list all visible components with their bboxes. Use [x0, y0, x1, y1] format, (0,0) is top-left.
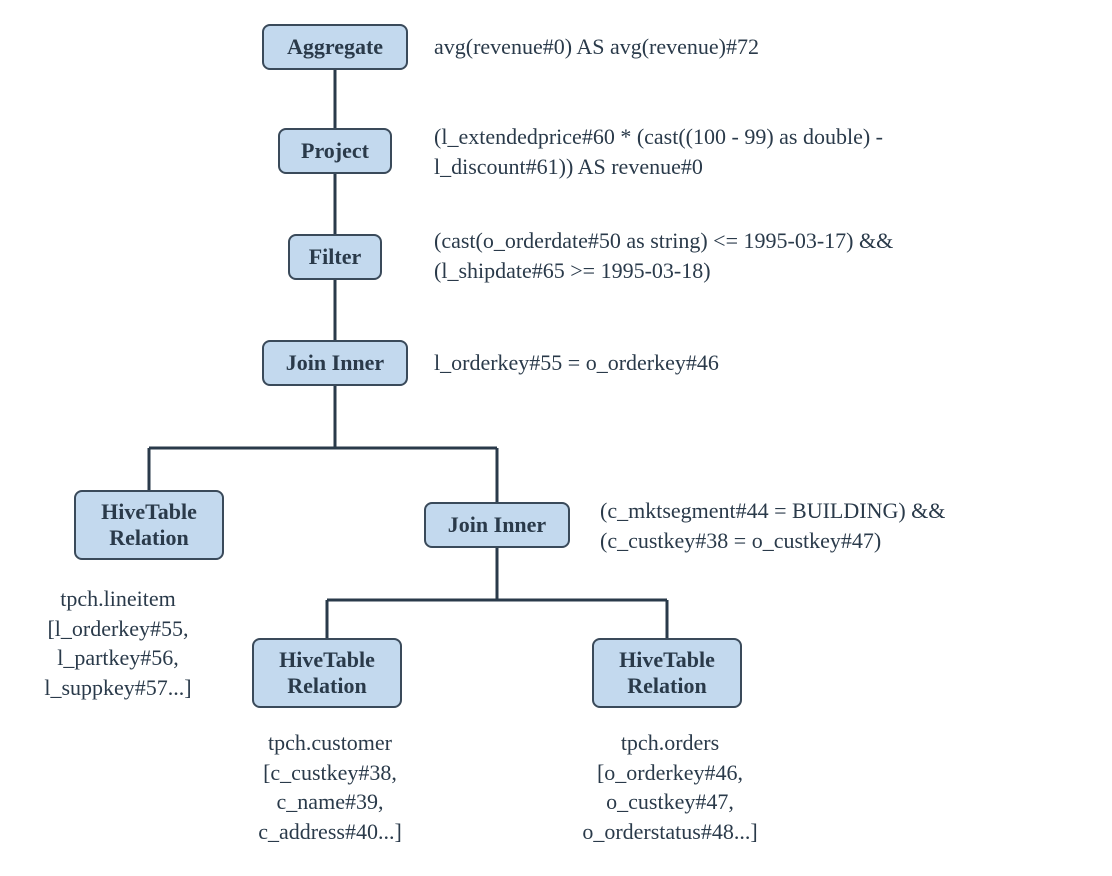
annot-project: (l_extendedprice#60 * (cast((100 - 99) a…	[434, 122, 883, 181]
node-label: Join Inner	[286, 350, 384, 376]
node-hivetable-customer: HiveTable Relation	[252, 638, 402, 708]
node-label: Join Inner	[448, 512, 546, 538]
node-join-1: Join Inner	[262, 340, 408, 386]
node-hivetable-orders: HiveTable Relation	[592, 638, 742, 708]
annot-join-2: (c_mktsegment#44 = BUILDING) && (c_custk…	[600, 496, 945, 555]
node-aggregate: Aggregate	[262, 24, 408, 70]
node-project: Project	[278, 128, 392, 174]
node-label: Aggregate	[287, 34, 383, 60]
node-join-2: Join Inner	[424, 502, 570, 548]
annot-hivetable-customer: tpch.customer [c_custkey#38, c_name#39, …	[230, 728, 430, 847]
annot-aggregate: avg(revenue#0) AS avg(revenue)#72	[434, 32, 759, 62]
annot-hivetable-orders: tpch.orders [o_orderkey#46, o_custkey#47…	[560, 728, 780, 847]
annot-filter: (cast(o_orderdate#50 as string) <= 1995-…	[434, 226, 893, 285]
node-filter: Filter	[288, 234, 382, 280]
annot-join-1: l_orderkey#55 = o_orderkey#46	[434, 348, 719, 378]
node-label: Filter	[309, 244, 362, 270]
node-label: Project	[301, 138, 369, 164]
node-hivetable-lineitem: HiveTable Relation	[74, 490, 224, 560]
annot-hivetable-lineitem: tpch.lineitem [l_orderkey#55, l_partkey#…	[18, 584, 218, 703]
